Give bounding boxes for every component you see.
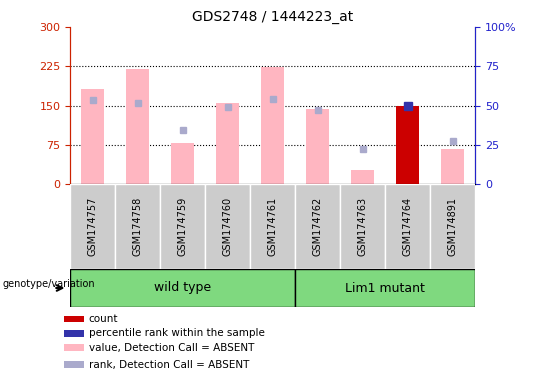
- Text: GSM174764: GSM174764: [403, 197, 413, 256]
- Bar: [385, 184, 430, 269]
- Bar: [64, 361, 84, 368]
- Bar: [442, 149, 464, 184]
- Text: GSM174763: GSM174763: [357, 197, 368, 256]
- Bar: [295, 184, 340, 269]
- Text: percentile rank within the sample: percentile rank within the sample: [89, 328, 265, 338]
- Bar: [217, 103, 239, 184]
- Bar: [64, 330, 84, 336]
- Bar: [205, 184, 250, 269]
- Bar: [126, 69, 149, 184]
- Bar: [352, 170, 374, 184]
- Text: GSM174762: GSM174762: [313, 197, 323, 256]
- Text: Lim1 mutant: Lim1 mutant: [345, 281, 425, 295]
- Bar: [160, 184, 205, 269]
- Bar: [261, 67, 284, 184]
- Text: wild type: wild type: [154, 281, 211, 295]
- Bar: [82, 89, 104, 184]
- Text: value, Detection Call = ABSENT: value, Detection Call = ABSENT: [89, 343, 254, 353]
- Text: GSM174757: GSM174757: [87, 197, 98, 256]
- Text: GSM174891: GSM174891: [448, 197, 458, 256]
- Bar: [172, 143, 194, 184]
- Bar: [70, 269, 295, 307]
- Bar: [115, 184, 160, 269]
- Bar: [396, 106, 419, 184]
- Text: GSM174758: GSM174758: [133, 197, 143, 256]
- Text: GSM174759: GSM174759: [178, 197, 188, 256]
- Text: GSM174760: GSM174760: [222, 197, 233, 256]
- Title: GDS2748 / 1444223_at: GDS2748 / 1444223_at: [192, 10, 353, 25]
- Bar: [64, 344, 84, 351]
- Text: rank, Detection Call = ABSENT: rank, Detection Call = ABSENT: [89, 360, 249, 370]
- Bar: [430, 184, 475, 269]
- Bar: [250, 184, 295, 269]
- Text: count: count: [89, 314, 118, 324]
- Text: GSM174761: GSM174761: [268, 197, 278, 256]
- Bar: [70, 184, 115, 269]
- Bar: [64, 316, 84, 322]
- Bar: [295, 269, 475, 307]
- Text: genotype/variation: genotype/variation: [3, 279, 96, 289]
- Bar: [307, 109, 329, 184]
- Bar: [340, 184, 385, 269]
